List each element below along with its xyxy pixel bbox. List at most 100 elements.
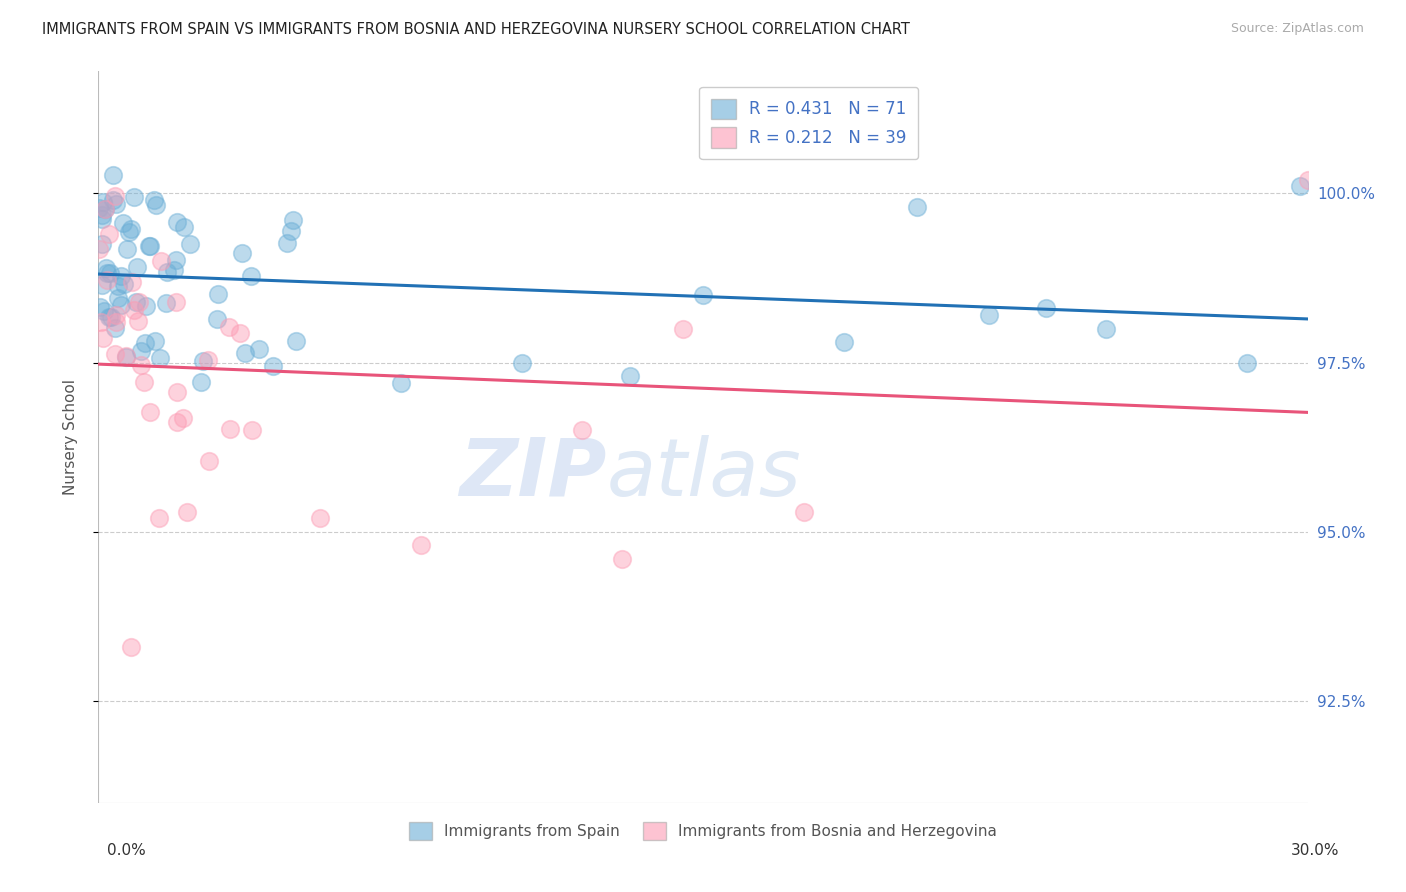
- Point: [247, 342, 270, 356]
- Point: [104, 347, 127, 361]
- Point: [135, 299, 157, 313]
- Point: [98, 310, 121, 325]
- Point: [190, 375, 212, 389]
- Text: ZIP: ZIP: [458, 434, 606, 513]
- Point: [240, 423, 263, 437]
- Point: [672, 322, 695, 336]
- Point: [90, 277, 112, 292]
- Point: [218, 319, 240, 334]
- Point: [100, 310, 122, 324]
- Point: [619, 369, 641, 384]
- Point: [165, 252, 187, 267]
- Point: [104, 188, 127, 202]
- Point: [120, 640, 142, 654]
- Point: [1095, 322, 1118, 336]
- Point: [179, 237, 201, 252]
- Point: [176, 505, 198, 519]
- Point: [104, 321, 127, 335]
- Point: [262, 359, 284, 373]
- Point: [285, 334, 308, 349]
- Point: [138, 239, 160, 253]
- Point: [127, 314, 149, 328]
- Point: [172, 411, 194, 425]
- Point: [104, 196, 127, 211]
- Point: [118, 225, 141, 239]
- Point: [134, 335, 156, 350]
- Point: [832, 335, 855, 350]
- Point: [162, 262, 184, 277]
- Text: atlas: atlas: [606, 434, 801, 513]
- Point: [129, 343, 152, 358]
- Point: [218, 422, 240, 436]
- Point: [91, 208, 114, 222]
- Point: [143, 194, 166, 208]
- Y-axis label: Nursery School: Nursery School: [63, 379, 77, 495]
- Point: [129, 358, 152, 372]
- Point: [107, 279, 129, 293]
- Point: [93, 202, 115, 216]
- Point: [132, 375, 155, 389]
- Point: [166, 385, 188, 400]
- Point: [125, 260, 148, 274]
- Point: [1288, 179, 1310, 194]
- Point: [101, 168, 124, 182]
- Point: [91, 331, 114, 345]
- Point: [198, 454, 221, 468]
- Point: [90, 237, 112, 252]
- Point: [148, 511, 170, 525]
- Point: [145, 198, 167, 212]
- Point: [205, 311, 228, 326]
- Point: [111, 217, 134, 231]
- Point: [389, 376, 412, 390]
- Point: [166, 214, 188, 228]
- Point: [510, 355, 533, 369]
- Point: [156, 265, 179, 279]
- Point: [276, 236, 298, 251]
- Point: [571, 423, 593, 437]
- Point: [122, 189, 145, 203]
- Point: [122, 303, 145, 318]
- Point: [1035, 301, 1057, 316]
- Point: [115, 350, 138, 364]
- Point: [905, 200, 928, 214]
- Point: [101, 193, 124, 207]
- Point: [155, 296, 177, 310]
- Point: [96, 273, 118, 287]
- Point: [115, 242, 138, 256]
- Point: [165, 294, 187, 309]
- Point: [138, 239, 160, 253]
- Point: [114, 277, 136, 292]
- Point: [100, 266, 122, 280]
- Point: [89, 300, 111, 314]
- Point: [93, 303, 115, 318]
- Point: [612, 552, 634, 566]
- Text: IMMIGRANTS FROM SPAIN VS IMMIGRANTS FROM BOSNIA AND HERZEGOVINA NURSERY SCHOOL C: IMMIGRANTS FROM SPAIN VS IMMIGRANTS FROM…: [42, 22, 910, 37]
- Text: 0.0%: 0.0%: [107, 843, 146, 858]
- Point: [110, 298, 132, 312]
- Point: [143, 334, 166, 348]
- Point: [97, 227, 120, 241]
- Point: [979, 308, 1001, 322]
- Point: [207, 287, 229, 301]
- Point: [139, 405, 162, 419]
- Point: [309, 511, 332, 525]
- Point: [87, 242, 110, 256]
- Point: [166, 415, 188, 429]
- Point: [191, 354, 214, 368]
- Point: [229, 326, 252, 340]
- Legend: Immigrants from Spain, Immigrants from Bosnia and Herzegovina: Immigrants from Spain, Immigrants from B…: [404, 815, 1002, 847]
- Text: 30.0%: 30.0%: [1291, 843, 1339, 858]
- Point: [94, 261, 117, 276]
- Point: [87, 202, 110, 216]
- Text: Source: ZipAtlas.com: Source: ZipAtlas.com: [1230, 22, 1364, 36]
- Point: [110, 269, 132, 284]
- Point: [120, 222, 142, 236]
- Point: [90, 315, 112, 329]
- Point: [150, 253, 173, 268]
- Point: [91, 194, 114, 209]
- Point: [121, 276, 143, 290]
- Point: [128, 294, 150, 309]
- Point: [233, 346, 256, 360]
- Point: [91, 211, 114, 226]
- Point: [107, 291, 129, 305]
